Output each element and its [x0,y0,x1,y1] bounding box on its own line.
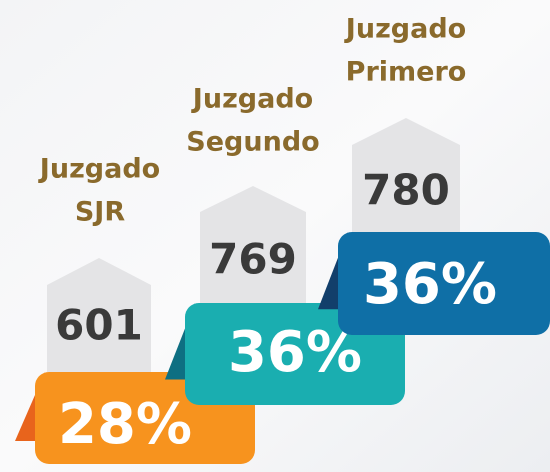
item-label: Primero [346,57,467,88]
item-percent: 36% [228,320,362,385]
item-label: Juzgado [38,154,160,185]
item-percent: 36% [363,252,497,317]
item-count: 780 [362,166,450,215]
item-label: Juzgado [344,14,466,45]
count-box [352,118,460,235]
count-box [47,258,151,372]
item-label: SJR [75,197,125,228]
count-box [200,186,306,305]
item-percent: 28% [58,392,192,457]
item-count: 769 [209,235,297,284]
item-count: 601 [55,301,143,350]
item-label: Segundo [186,127,319,158]
ribbon [338,232,550,335]
item-label: Juzgado [191,84,313,115]
